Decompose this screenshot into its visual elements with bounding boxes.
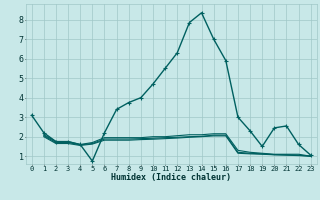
X-axis label: Humidex (Indice chaleur): Humidex (Indice chaleur) bbox=[111, 173, 231, 182]
